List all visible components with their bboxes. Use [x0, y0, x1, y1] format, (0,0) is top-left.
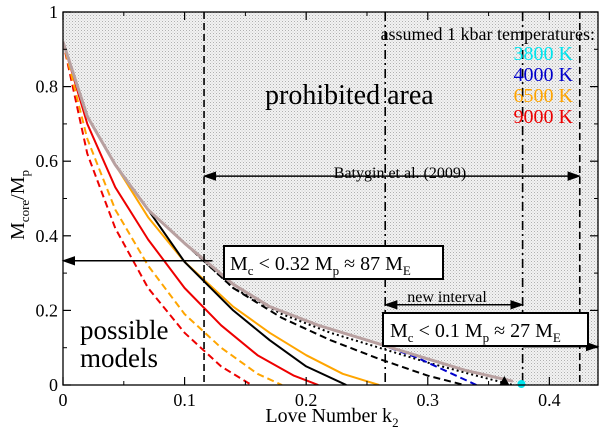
possible-models-label-line1: possible	[80, 315, 169, 345]
limit-032-box: Mc < 0.32 Mp ≈ 87 ME	[223, 245, 444, 280]
limit-032-m: M	[230, 253, 248, 275]
series-6500-k-solid	[114, 164, 380, 385]
y-axis-label-sub-core: core	[17, 200, 32, 223]
y-tick-label: 0.2	[36, 300, 59, 320]
svg-text:Mc < 0.1 Mp ≈ 27 ME: Mc < 0.1 Mp ≈ 27 ME	[390, 320, 561, 345]
limit-032-sub-p: p	[333, 263, 340, 278]
legend: assumed 1 kbar temperatures: 3800 K 4000…	[381, 24, 595, 128]
legend-entry-9000k: 9000 K	[514, 106, 574, 128]
y-tick-label: 0	[49, 375, 58, 395]
series-9000-k-solid	[63, 41, 319, 385]
limit-032-suffix: ≈ 87 M	[339, 253, 403, 275]
possible-models-label-line2: models	[80, 343, 158, 373]
new-interval-label: new interval	[407, 289, 487, 306]
limit-01-mid: < 0.1 M	[414, 320, 483, 342]
axis-ticks: 0 0.1 0.2 0.3 0.4 0 0.2 0.4 0.6 0.8 1	[36, 2, 598, 410]
boundary-curve	[63, 41, 514, 383]
prohibited-area-label: prohibited area	[265, 80, 434, 111]
series-black-solid	[147, 209, 347, 385]
series-9000-k-dashed	[63, 41, 253, 385]
y-axis-label-sub-p: p	[17, 170, 32, 177]
limit-032-sub-c: c	[248, 263, 254, 278]
x-axis-label-main: Love Number k	[265, 405, 392, 427]
y-tick-label: 0.4	[36, 226, 59, 246]
marker-black-triangle	[499, 376, 510, 385]
limit-01-sub-e: E	[553, 330, 561, 345]
legend-entry-3800k: 3800 K	[514, 43, 574, 65]
marker-layer	[499, 376, 526, 388]
y-axis-label-m: M	[7, 222, 29, 240]
x-tick-label: 0.1	[173, 390, 196, 410]
series-6500-k-dashed	[63, 41, 283, 385]
x-axis-label: Love Number k2	[265, 405, 398, 430]
batygin-label: Batygin et al. (2009)	[334, 165, 466, 182]
x-tick-label: 0.4	[538, 390, 561, 410]
legend-title: assumed 1 kbar temperatures:	[381, 24, 595, 44]
y-tick-label: 0.8	[36, 77, 59, 97]
limit-01-m: M	[390, 320, 408, 342]
x-axis-label-sub: 2	[392, 415, 399, 430]
limit-01-box: Mc < 0.1 Mp ≈ 27 ME	[382, 312, 589, 347]
x-tick-label: 0	[59, 390, 68, 410]
legend-entry-6500k: 6500 K	[514, 85, 574, 107]
series-layer	[63, 41, 514, 385]
legend-entry-4000k: 4000 K	[514, 64, 574, 86]
x-tick-label: 0.2	[295, 390, 318, 410]
limit-01-suffix: ≈ 27 M	[489, 320, 553, 342]
y-tick-label: 1	[49, 2, 58, 22]
series-4000-k-dashed	[378, 343, 477, 385]
limit-01-sub-c: c	[408, 330, 414, 345]
y-axis-label-sep: /M	[7, 176, 29, 200]
svg-text:Mc < 0.32 Mp ≈ 87 ME: Mc < 0.32 Mp ≈ 87 ME	[230, 253, 411, 278]
series-black-dotted	[183, 242, 514, 385]
marker-cyan-dot	[517, 380, 526, 388]
limit-01-sub-p: p	[483, 330, 490, 345]
x-tick-label: 0.3	[417, 390, 440, 410]
prohibited-area-fill	[63, 12, 598, 385]
y-tick-label: 0.6	[36, 151, 59, 171]
limit-032-mid: < 0.32 M	[254, 253, 333, 275]
y-axis-label: Mcore/Mp	[7, 170, 32, 240]
limit-032-sub-e: E	[403, 263, 411, 278]
